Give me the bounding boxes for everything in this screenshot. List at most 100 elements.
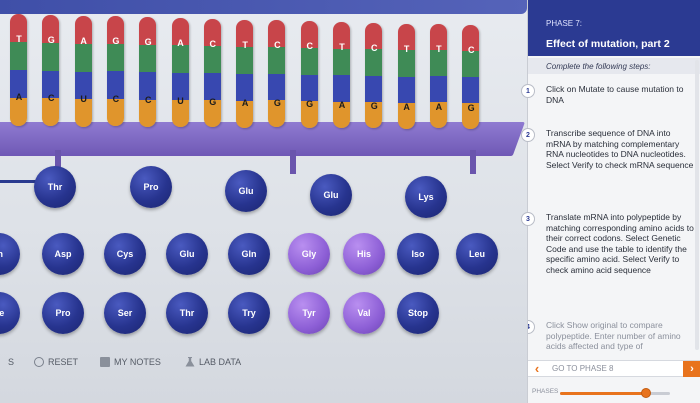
rod-segment (300, 74, 318, 102)
template-base-label: T (436, 44, 442, 54)
rod-segment (300, 101, 318, 128)
rod-segment (139, 99, 157, 127)
instructions-subheader: Complete the following steps: (528, 58, 700, 74)
nucleotide-rod (203, 19, 221, 127)
step-number: 3 (521, 212, 535, 226)
rod-segment (462, 51, 480, 77)
rod-segment (171, 99, 189, 127)
simulation-stage: T A G C A U G C G C A U C G T A C G C G T A C G T A T A C G Thr Pro Glu… (0, 0, 527, 403)
template-base-label: C (306, 41, 313, 51)
toolbar-fragment: S (8, 357, 14, 367)
phases-knob[interactable] (640, 388, 651, 398)
rod-segment (139, 44, 157, 72)
next-phase-button[interactable]: › (683, 361, 700, 377)
rod-segment (74, 99, 92, 127)
phases-progress: PHASES (528, 384, 700, 403)
reset-button[interactable]: RESET (34, 357, 78, 367)
polypeptide-strand-line (0, 180, 40, 183)
nucleotide-rod (10, 14, 27, 126)
rod-segment (74, 71, 92, 100)
step-number: 4 (528, 320, 535, 334)
aa-choice-stop[interactable]: Stop (397, 292, 439, 334)
my-notes-button[interactable]: MY NOTES (100, 357, 161, 367)
go-to-phase-label: GO TO PHASE 8 (552, 364, 614, 373)
rod-segment (236, 47, 254, 74)
mrna-base-label: G (209, 97, 217, 107)
template-base-label: T (339, 42, 345, 52)
step-text: Transcribe sequence of DNA into mRNA by … (546, 128, 694, 170)
step-text: Click Show original to compare polypepti… (546, 320, 681, 351)
rod-segment (203, 19, 221, 46)
nucleotide-rod (333, 22, 350, 128)
aa-choice-asp[interactable]: Asp (42, 233, 84, 275)
rod-segment (429, 76, 447, 102)
polypeptide-aa-thr: Thr (34, 166, 76, 208)
rod-segment (203, 46, 221, 73)
shelf-leg (470, 150, 476, 174)
nucleotide-shelf (0, 122, 526, 156)
aa-choice-thr[interactable]: Thr (166, 292, 208, 334)
aa-choice-in[interactable]: In (0, 233, 20, 275)
aa-choice-pro[interactable]: Pro (42, 292, 84, 334)
rod-segment (42, 42, 60, 71)
aa-choice-val[interactable]: Val (343, 292, 385, 334)
rod-segment (429, 102, 447, 128)
rod-segment (397, 24, 415, 51)
rod-segment (268, 46, 286, 74)
lab-data-label: LAB DATA (199, 357, 242, 367)
rod-segment (365, 49, 383, 76)
rod-segment (429, 50, 447, 76)
template-base-label: C (209, 39, 217, 49)
aa-choice-try[interactable]: Try (228, 292, 270, 334)
nucleotide-rod (300, 21, 318, 128)
aa-choice-gln[interactable]: Gln (228, 233, 270, 275)
rod-segment (203, 73, 221, 100)
template-base-label: C (371, 43, 378, 53)
nucleotide-rod (74, 16, 92, 127)
aa-choice-cys[interactable]: Cys (104, 233, 146, 275)
aa-choice-he[interactable]: he (0, 292, 20, 334)
rod-segment (268, 100, 286, 127)
bottom-toolbar: S RESET MY NOTES LAB DATA (0, 352, 527, 374)
mrna-base-label: A (338, 100, 346, 110)
aa-choice-iso[interactable]: Iso (397, 233, 439, 275)
rod-segment (365, 75, 383, 102)
polypeptide-aa-glu: Glu (310, 174, 352, 216)
aa-choice-glu[interactable]: Glu (166, 233, 208, 275)
rod-segment (106, 16, 124, 44)
rod-segment (333, 75, 350, 102)
step-number: 2 (521, 128, 535, 142)
rod-segment (236, 20, 254, 47)
nucleotide-rod (462, 25, 480, 129)
phases-track[interactable] (560, 388, 670, 398)
nucleotide-rod (268, 20, 286, 127)
template-base-label: T (242, 40, 248, 50)
step-text: Translate mRNA into polypeptide by match… (546, 212, 694, 275)
reset-icon (34, 357, 44, 367)
rod-segment (365, 23, 383, 50)
mrna-base-label: U (80, 94, 87, 104)
nucleotide-rod (139, 17, 157, 127)
panel-scrollbar[interactable] (695, 60, 699, 350)
phases-label: PHASES (532, 388, 559, 395)
instructions-panel: PHASE 7: Effect of mutation, part 2 Comp… (521, 0, 700, 403)
previous-phase-button[interactable]: ‹ (528, 361, 546, 377)
nucleotide-rod (429, 24, 447, 128)
rod-segment (42, 70, 60, 99)
aa-choice-his[interactable]: His (343, 233, 385, 275)
rod-segment (333, 48, 350, 75)
notes-icon (100, 357, 110, 367)
aa-choice-gly[interactable]: Gly (288, 233, 330, 275)
rod-segment (268, 20, 286, 47)
lab-data-button[interactable]: LAB DATA (185, 357, 241, 367)
mrna-base-label: C (144, 95, 152, 105)
aa-choice-tyr[interactable]: Tyr (288, 292, 330, 334)
template-base-label: G (47, 35, 55, 45)
template-base-label: A (177, 38, 184, 48)
template-base-label: C (467, 45, 475, 55)
mrna-base-label: G (306, 99, 314, 109)
aa-choice-leu[interactable]: Leu (456, 233, 498, 275)
polypeptide-aa-pro: Pro (130, 166, 172, 208)
template-base-label: A (80, 36, 87, 46)
aa-choice-ser[interactable]: Ser (104, 292, 146, 334)
